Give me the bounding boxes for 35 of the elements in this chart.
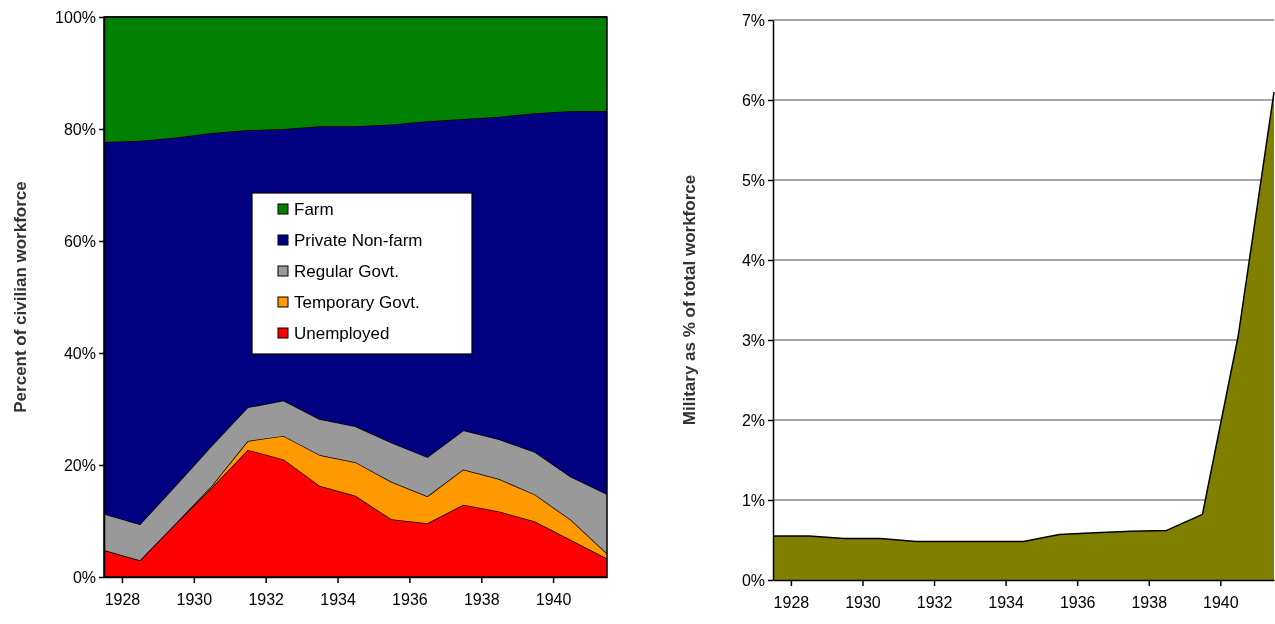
y-tick-label: 6% xyxy=(741,91,765,109)
legend-label: Temporary Govt. xyxy=(294,293,420,312)
x-tick-label: 1928 xyxy=(773,594,810,612)
y-tick-label: 20% xyxy=(63,456,96,474)
x-tick-label: 1936 xyxy=(1059,594,1096,612)
x-tick-label: 1938 xyxy=(463,591,500,609)
y-axis-title: Percent of civilian workforce xyxy=(11,181,30,413)
y-tick-label: 80% xyxy=(63,120,96,138)
y-tick-label: 7% xyxy=(741,11,765,29)
legend-label: Unemployed xyxy=(294,324,390,343)
x-tick-label: 1940 xyxy=(1203,594,1239,612)
y-tick-label: 1% xyxy=(741,491,765,509)
y-tick-label: 40% xyxy=(63,344,96,362)
y-tick-label: 0% xyxy=(72,568,96,586)
x-tick-label: 1932 xyxy=(248,591,285,609)
y-tick-label: 0% xyxy=(741,571,765,589)
x-tick-label: 1938 xyxy=(1131,594,1168,612)
y-tick-label: 3% xyxy=(741,331,765,349)
legend-label: Regular Govt. xyxy=(294,262,399,281)
x-tick-label: 1932 xyxy=(916,594,953,612)
x-tick-label: 1934 xyxy=(988,594,1025,612)
y-tick-label: 100% xyxy=(55,8,96,26)
y-tick-label: 2% xyxy=(741,411,765,429)
y-tick-label: 5% xyxy=(741,171,765,189)
x-tick-label: 1936 xyxy=(392,591,428,609)
legend-label: Farm xyxy=(294,200,334,219)
y-tick-label: 4% xyxy=(741,251,765,269)
x-tick-label: 1930 xyxy=(176,591,213,609)
y-axis-title: Military as % of total workforce xyxy=(680,174,699,426)
y-tick-label: 60% xyxy=(63,232,96,250)
x-tick-label: 1940 xyxy=(535,591,572,609)
x-tick-label: 1930 xyxy=(845,594,881,612)
x-tick-label: 1928 xyxy=(104,591,141,609)
x-tick-label: 1934 xyxy=(320,591,356,609)
legend-label: Private Non-farm xyxy=(294,231,423,250)
